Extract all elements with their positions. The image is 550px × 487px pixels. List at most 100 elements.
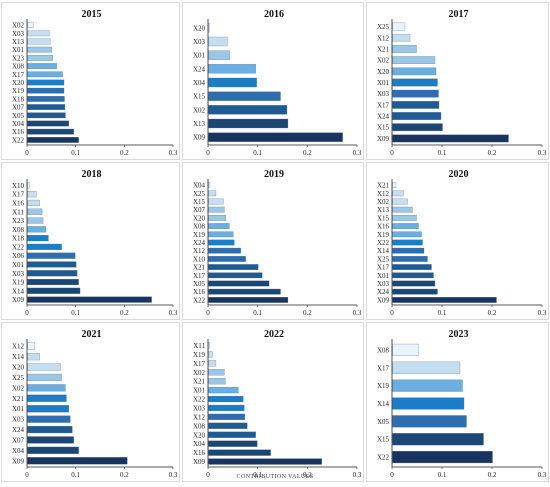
bar-X01 [27, 261, 77, 268]
category-label: X02 [377, 57, 390, 65]
bar-X16 [208, 288, 281, 295]
bar-X08 [208, 223, 230, 229]
category-label: X10 [193, 255, 206, 263]
category-label: X21 [12, 395, 25, 403]
category-label: X22 [193, 296, 206, 304]
chart-svg-2021: 2021 X12 X14 X20 X25 X02 X21 X01 X03 X24 X07 X04 X09… [12, 329, 178, 479]
bar-X12 [208, 247, 241, 254]
category-label: X09 [193, 458, 206, 466]
bar-X09 [208, 132, 343, 142]
category-label: X01 [12, 261, 25, 269]
category-label: X10 [12, 182, 25, 190]
category-label: X21 [193, 378, 206, 386]
x-tick-label: 0 [206, 471, 210, 479]
chart-panel-2017: 2017 X25 X12 X21 X02 X20 X01 X03 X17 X24 X15 X09 0 0.… [366, 2, 549, 160]
bar-X22 [392, 451, 493, 464]
bar-X05 [27, 112, 66, 119]
category-label: X21 [193, 264, 206, 272]
category-label: X19 [12, 87, 25, 95]
bar-X20 [27, 363, 61, 371]
shared-x-axis-label: CONTRIBUTION VALUES [236, 474, 314, 480]
bar-X01 [208, 50, 231, 60]
bar-X01 [392, 272, 434, 279]
bar-X22 [208, 395, 244, 403]
bar-X22 [208, 297, 289, 303]
category-label: X20 [12, 364, 25, 372]
bar-X14 [392, 397, 465, 410]
category-label: X20 [377, 68, 390, 76]
bar-X12 [27, 342, 35, 350]
bar-X02 [208, 105, 288, 115]
bar-X13 [392, 206, 413, 213]
bar-X16 [208, 449, 271, 456]
category-label: X17 [377, 101, 390, 109]
x-tick-label: 0.3 [353, 471, 362, 479]
bar-X21 [208, 378, 226, 385]
bar-X19 [27, 278, 79, 286]
category-label: X13 [377, 206, 390, 214]
category-label: X25 [377, 255, 390, 263]
category-label: X16 [377, 223, 390, 231]
category-label: X17 [377, 264, 390, 272]
chart-title: 2015 [82, 9, 102, 20]
category-label: X01 [377, 272, 390, 280]
category-label: X01 [377, 79, 390, 87]
bar-X25 [27, 373, 62, 382]
category-label: X14 [12, 353, 25, 361]
category-label: X02 [193, 369, 206, 377]
chart-panel-2022: 2022 X11 X19 X17 X02 X21 X01 X22 X03 X12 X08 X20 X04… [182, 322, 364, 482]
category-label: X17 [12, 71, 25, 79]
x-tick-label: 0.1 [71, 309, 80, 317]
category-label: X12 [377, 190, 390, 198]
category-label: X22 [12, 243, 25, 251]
bar-X15 [208, 198, 224, 205]
bar-X22 [27, 137, 79, 143]
bar-X03 [208, 36, 228, 47]
bar-X22 [392, 239, 423, 246]
bar-X23 [27, 217, 44, 224]
category-label: X20 [193, 431, 206, 439]
bar-X19 [27, 87, 65, 94]
chart-panel-2023: 2023 X08 X17 X19 X14 X05 X15 X22 0 0.1 0.2 0.3 [366, 322, 549, 482]
bar-X20 [208, 23, 210, 33]
x-tick-label: 0.2 [303, 309, 312, 317]
bar-X08 [392, 343, 419, 356]
category-label: X09 [377, 296, 390, 304]
x-tick-label: 0.2 [303, 149, 312, 157]
bar-X03 [208, 404, 245, 412]
bar-X19 [392, 379, 463, 392]
bar-X20 [208, 215, 227, 221]
chart-title: 2017 [449, 9, 469, 20]
bar-X22 [27, 243, 62, 250]
category-label: X03 [193, 38, 206, 46]
category-label: X22 [193, 396, 206, 404]
category-label: X16 [193, 288, 206, 296]
x-tick-label: 0.3 [169, 309, 178, 317]
x-tick-label: 0.2 [120, 471, 129, 479]
bar-X07 [27, 436, 74, 444]
chart-panel-2018: 2018 X10 X17 X16 X11 X23 X08 X18 X22 X06 X01 X03 X19… [1, 162, 180, 320]
category-label: X07 [193, 206, 206, 214]
bar-X06 [27, 252, 76, 259]
category-label: X17 [193, 272, 206, 280]
bar-X20 [208, 431, 256, 438]
category-label: X12 [193, 413, 206, 421]
x-tick-label: 0.3 [538, 309, 547, 317]
x-tick-label: 0.3 [538, 471, 547, 479]
chart-title: 2016 [264, 9, 284, 20]
category-label: X08 [12, 226, 25, 234]
category-label: X08 [377, 346, 390, 354]
category-label: X15 [377, 436, 390, 444]
bar-X15 [208, 91, 281, 101]
category-label: X05 [193, 280, 206, 288]
x-tick-label: 0 [25, 149, 29, 157]
category-label: X05 [12, 112, 25, 120]
category-label: X19 [193, 231, 206, 239]
chart-title: 2022 [264, 329, 284, 340]
category-label: X23 [12, 217, 25, 225]
category-label: X14 [377, 247, 390, 255]
bar-X02 [392, 56, 436, 64]
bar-X20 [27, 79, 65, 86]
